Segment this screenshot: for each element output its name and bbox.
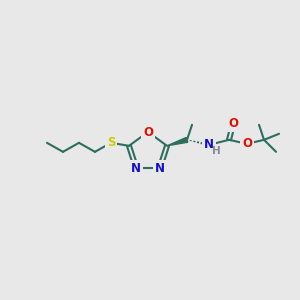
Text: O: O: [143, 125, 153, 139]
Text: O: O: [228, 117, 238, 130]
Polygon shape: [167, 137, 188, 146]
Text: N: N: [155, 162, 165, 175]
Text: N: N: [204, 138, 214, 151]
Text: H: H: [212, 146, 220, 156]
Text: S: S: [107, 136, 115, 149]
Text: N: N: [131, 162, 141, 175]
Text: O: O: [242, 137, 252, 150]
